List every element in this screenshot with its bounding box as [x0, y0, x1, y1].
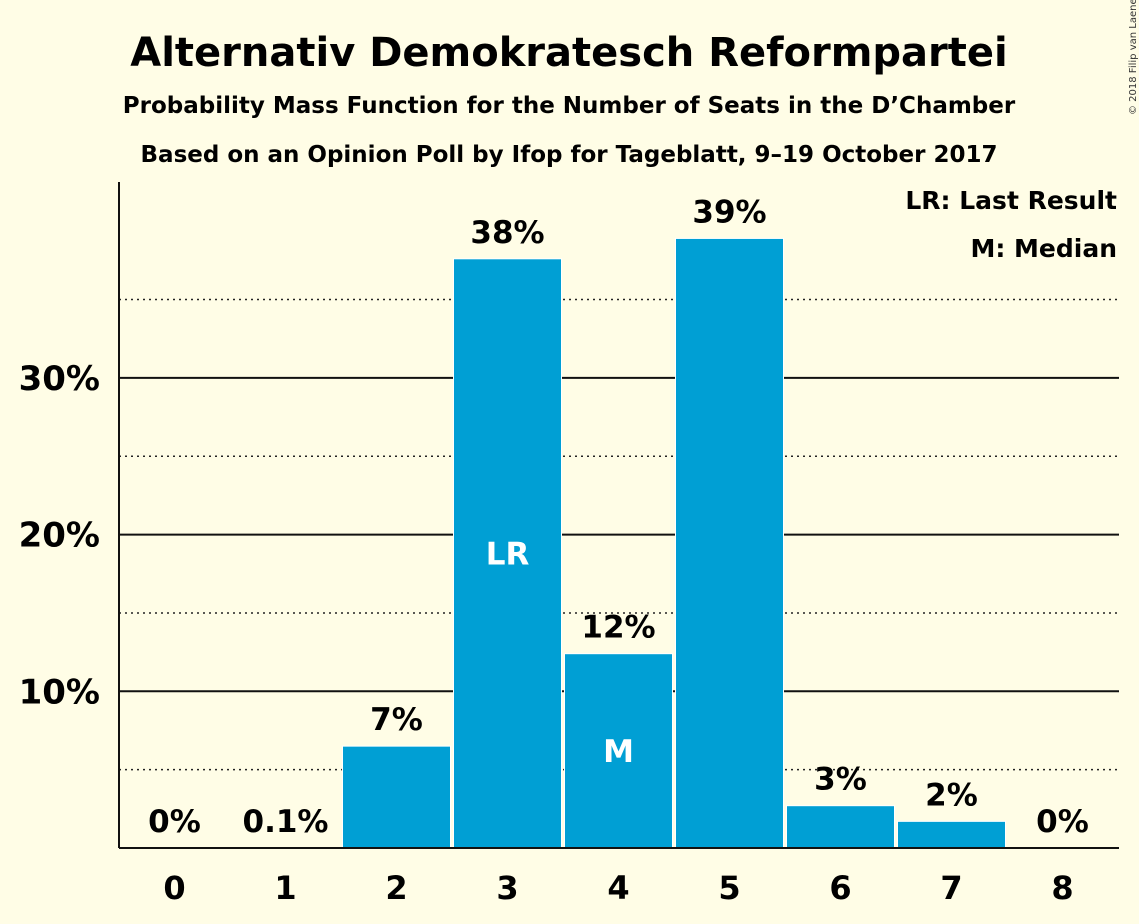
bar [675, 237, 784, 849]
bar-value-label: 0.1% [243, 804, 329, 840]
x-tick-label: 5 [718, 869, 740, 907]
bar-value-label: 3% [814, 762, 867, 798]
chart-subtitle: Probability Mass Function for the Number… [123, 93, 1016, 119]
x-tick-label: 7 [940, 869, 962, 907]
median-marker: M [603, 734, 634, 770]
x-tick-label: 8 [1051, 869, 1073, 907]
bar-value-label: 39% [692, 194, 766, 230]
x-tick-label: 0 [163, 869, 185, 907]
labels: 10% 20% 30% 0% 0 0.1% 1 7% 2 38% 3 12% 4 39% 5 3% 6 2% 7 0%… [19, 194, 1089, 907]
chart-subtitle-poll: Based on an Opinion Poll by Ifop for Tag… [141, 142, 998, 168]
x-tick-label: 3 [496, 869, 518, 907]
bar [453, 258, 562, 849]
bar [897, 820, 1006, 849]
bar-value-label: 2% [925, 777, 978, 813]
x-tick-label: 1 [274, 869, 296, 907]
bar [342, 745, 451, 849]
bar-value-label: 7% [370, 702, 423, 738]
bar-value-label: 0% [148, 804, 201, 840]
bar [564, 653, 673, 849]
bars [342, 237, 1006, 849]
bar-value-label: 38% [470, 215, 544, 251]
y-tick-label: 10% [19, 672, 100, 712]
legend-last-result: LR: Last Result [905, 186, 1117, 215]
bar [786, 805, 895, 849]
y-tick-label: 20% [19, 516, 100, 556]
copyright-note: © 2018 Filip van Laenen [1128, 0, 1139, 115]
x-tick-label: 4 [607, 869, 629, 907]
bar-value-label: 12% [581, 610, 655, 646]
x-tick-label: 2 [385, 869, 407, 907]
last-result-marker: LR [486, 536, 530, 572]
y-tick-label: 30% [19, 359, 100, 399]
chart-title: Alternativ Demokratesch Reformpartei [130, 30, 1007, 76]
axes [118, 182, 1119, 849]
legend-median: M: Median [970, 234, 1117, 263]
bar-value-label: 0% [1036, 804, 1089, 840]
x-tick-label: 6 [829, 869, 851, 907]
